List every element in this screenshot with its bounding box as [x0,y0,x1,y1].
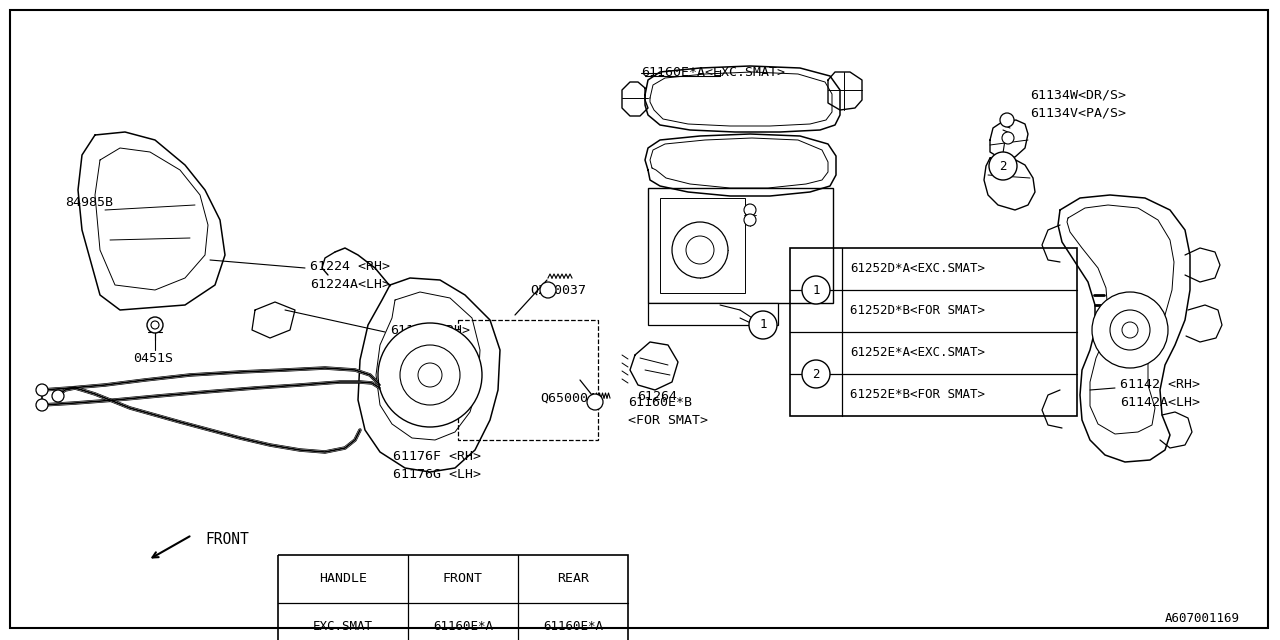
Circle shape [419,363,442,387]
Text: 1: 1 [759,319,767,332]
Text: 61120B<RH>: 61120B<RH> [390,323,470,337]
Text: 2: 2 [813,367,819,381]
Circle shape [1000,113,1014,127]
Text: 84985B: 84985B [65,195,113,209]
Text: FRONT: FRONT [205,532,248,547]
Text: 61224A<LH>: 61224A<LH> [310,278,390,291]
Circle shape [378,323,483,427]
Circle shape [672,222,728,278]
Circle shape [52,390,64,402]
Circle shape [803,360,829,388]
Bar [648,303,778,325]
Text: 61176F <RH>: 61176F <RH> [393,449,481,463]
Bar [648,188,833,303]
Circle shape [36,384,49,396]
Circle shape [588,394,603,410]
Circle shape [989,152,1018,180]
Text: 61252D*A<EXC.SMAT>: 61252D*A<EXC.SMAT> [850,262,986,275]
Bar [278,555,628,640]
Bar [458,320,598,440]
Text: 61160E*A<EXC.SMAT>: 61160E*A<EXC.SMAT> [641,67,785,79]
Bar [660,198,745,293]
Circle shape [36,399,49,411]
Text: 61134V<PA/S>: 61134V<PA/S> [1030,106,1126,120]
Text: 61160E*A: 61160E*A [543,621,603,634]
Circle shape [399,345,460,405]
Text: 61252E*B<FOR SMAT>: 61252E*B<FOR SMAT> [850,388,986,401]
Text: 61224 <RH>: 61224 <RH> [310,259,390,273]
Circle shape [749,311,777,339]
Text: 61176G <LH>: 61176G <LH> [393,467,481,481]
Text: 61142A<LH>: 61142A<LH> [1120,396,1201,408]
Text: 61134W<DR/S>: 61134W<DR/S> [1030,88,1126,102]
Text: 61160E*B: 61160E*B [628,396,692,408]
Text: HANDLE: HANDLE [319,573,367,586]
Circle shape [744,204,756,216]
Text: 2: 2 [1000,159,1007,173]
Bar [790,248,1076,416]
Text: 61160E*A: 61160E*A [433,621,493,634]
Circle shape [686,236,714,264]
Text: FRONT: FRONT [443,573,483,586]
Text: 0451S: 0451S [133,351,173,365]
Text: 1: 1 [813,284,819,296]
Text: 61142 <RH>: 61142 <RH> [1120,378,1201,390]
Text: 61252E*A<EXC.SMAT>: 61252E*A<EXC.SMAT> [850,346,986,360]
Circle shape [1002,132,1014,144]
Text: 61252D*B<FOR SMAT>: 61252D*B<FOR SMAT> [850,305,986,317]
Text: 61264: 61264 [637,390,677,403]
Text: Q650004: Q650004 [540,392,596,404]
Text: Q210037: Q210037 [530,284,586,296]
Text: <FOR SMAT>: <FOR SMAT> [628,413,708,426]
Circle shape [1092,292,1169,368]
Text: A607001169: A607001169 [1165,611,1240,625]
Circle shape [803,276,829,304]
Circle shape [147,317,163,333]
Text: 61120C<LH>: 61120C<LH> [390,342,470,355]
Circle shape [744,214,756,226]
Text: EXC.SMAT: EXC.SMAT [314,621,372,634]
Circle shape [1110,310,1149,350]
Circle shape [540,282,556,298]
Text: REAR: REAR [557,573,589,586]
